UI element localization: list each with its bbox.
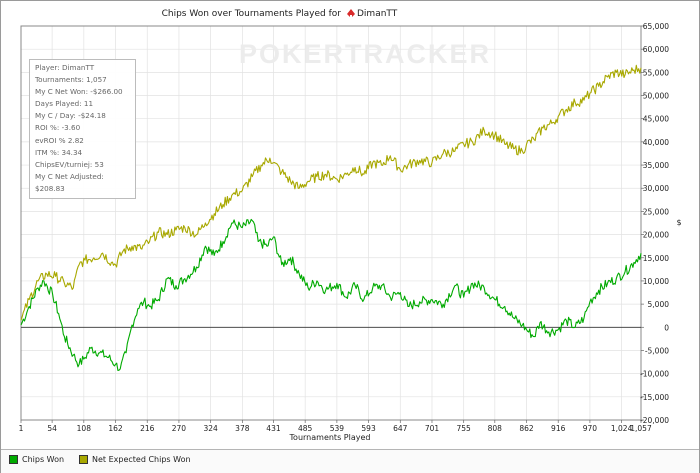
y-tick-label: 60,000 [643,45,669,54]
stats-line: My C / Day: -$24.18 [35,111,106,121]
y-tick-label: 45,000 [643,115,669,124]
stats-line: My C Net Adjusted: $208.83 [35,171,104,193]
stats-line: ROI %: -3.60 [35,123,81,133]
y-tick-label: 10,000 [643,277,669,286]
x-tick-label: 916 [551,424,566,433]
legend-item-chips-won[interactable]: Chips Won [9,455,64,464]
legend: Chips Won Net Expected Chips Won [1,449,699,473]
y-axis-ticks: -20,000 -15,000 -10,000 -5,000 0 5,000 10,000 1… [640,22,669,425]
plot-area [20,25,642,421]
x-tick-label: 647 [393,424,408,433]
x-tick-label: 324 [203,424,218,433]
y-tick-label: 65,000 [643,22,669,31]
x-tick-label: 808 [488,424,503,433]
x-tick-label: 862 [519,424,534,433]
legend-label: Chips Won [22,455,65,464]
stats-line: Days Played: 11 [35,99,94,109]
x-tick-label: 431 [266,424,281,433]
y-tick-label: 25,000 [643,207,669,216]
y-tick-label: -10,000 [640,370,669,379]
x-tick-label: 701 [425,424,440,433]
series-lines [20,64,642,371]
stats-line: ITM %: 34.34 [35,147,83,157]
stats-line: Tournaments: 1,057 [35,75,107,85]
stats-line: Player: DimanTT [35,63,95,72]
x-tick-label: 539 [330,424,345,433]
stats-line: My C Net Won: -$266.00 [35,87,123,97]
chart-title: Chips Won over Tournaments Played for [162,9,342,19]
x-tick-label: 54 [47,424,57,433]
y-tick-label: 20,000 [643,231,669,240]
x-tick-label: 1,057 [630,424,652,433]
y-tick-label: -20,000 [640,416,669,425]
y-tick-label: 40,000 [643,138,669,147]
x-tick-label: 755 [457,424,472,433]
series-chips-won [20,218,642,371]
series-net-expected [20,64,642,321]
y-tick-label: 35,000 [643,161,669,170]
y-tick-label: 50,000 [643,92,669,101]
y-tick-label: 0 [664,323,669,332]
x-tick-label: 216 [140,424,155,433]
legend-swatch-chips-won [9,455,18,464]
x-tick-label: 378 [235,424,250,433]
legend-label: Net Expected Chips Won [92,455,191,464]
watermark: POKERTRACKER [239,39,492,69]
stats-box: Player: DimanTT Tournaments: 1,057 My C Ne… [29,59,136,200]
stats-line: ChipsEV/turniej: 53 [35,159,104,169]
stats-line: evROI % 2.82 [35,135,84,145]
x-tick-label: 108 [77,424,92,433]
x-tick-label: 1,024 [611,424,633,433]
legend-swatch-net-expected [79,455,88,464]
y-tick-label: 5,000 [648,300,670,309]
x-tick-label: 970 [583,424,598,433]
x-tick-label: 1 [19,424,24,433]
y-tick-label: 30,000 [643,184,669,193]
x-axis-ticks: 1 54 108 162 216 270 324 378 431 485 539 593 647 701 7… [19,420,652,433]
player-flag-icon [347,9,355,17]
x-tick-label: 485 [298,424,313,433]
x-tick-label: 270 [172,424,187,433]
x-tick-label: 162 [108,424,123,433]
x-axis-label: Tournaments Played [289,433,371,442]
y-tick-label: -15,000 [640,393,669,402]
y-tick-label: -5,000 [645,346,669,355]
y-tick-label: 55,000 [643,68,669,77]
y-tick-label: 15,000 [643,254,669,263]
legend-item-net-expected[interactable]: Net Expected Chips Won [79,455,191,464]
y-axis-currency-marker: $ [676,218,681,227]
x-tick-label: 593 [361,424,376,433]
chart-player-name: DimanTT [357,9,398,19]
